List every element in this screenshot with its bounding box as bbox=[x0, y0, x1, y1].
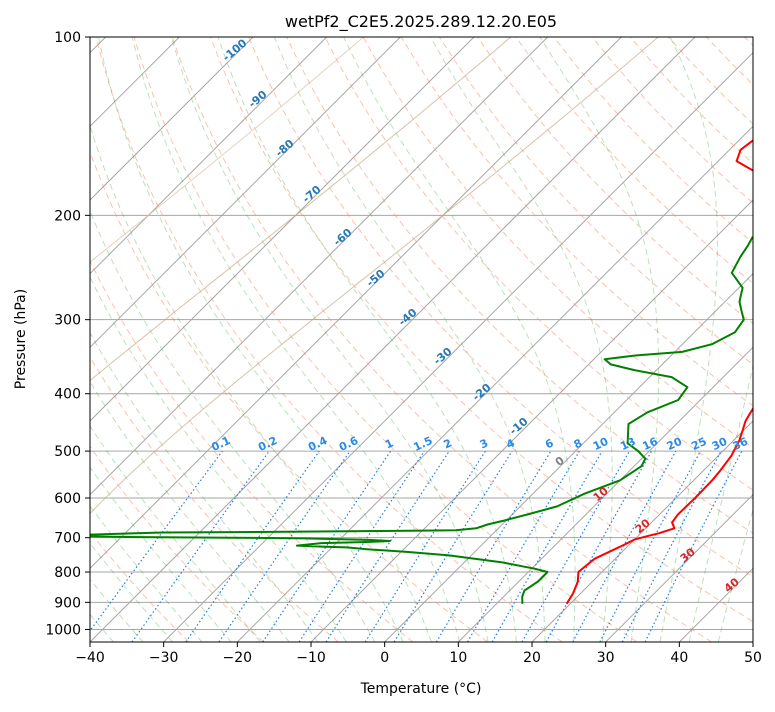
moist-adiabat-line bbox=[171, 37, 488, 642]
x-axis-label: Temperature (°C) bbox=[360, 681, 482, 697]
moist-adiabat-line bbox=[430, 37, 612, 642]
isotherm-line bbox=[458, 37, 775, 642]
y-tick-label: 600 bbox=[54, 491, 81, 507]
mixing-ratio-line bbox=[82, 451, 223, 642]
isotherm-line bbox=[311, 37, 775, 642]
dry-adiabat-label: -90 bbox=[246, 88, 270, 111]
mixing-ratio-label: 25 bbox=[689, 435, 708, 453]
x-tick-label: 10 bbox=[449, 650, 467, 666]
mixing-ratio-label: 16 bbox=[640, 435, 660, 453]
x-tick-label: −40 bbox=[75, 650, 105, 666]
x-tick-label: 40 bbox=[670, 650, 688, 666]
moist-adiabat-line bbox=[43, 37, 375, 642]
x-axis: −40 −30 −20 −10 0 10 20 30 40 50 bbox=[75, 642, 762, 666]
x-tick-label: 50 bbox=[744, 650, 762, 666]
dry-adiabat-label: -80 bbox=[273, 137, 297, 160]
dry-adiabat-label: -40 bbox=[396, 306, 420, 329]
dry-adiabat-label: -70 bbox=[300, 183, 324, 206]
dry-adiabat-label: -20 bbox=[470, 381, 494, 404]
dry-adiabat-label: -100 bbox=[220, 36, 250, 64]
dry-adiabat-line bbox=[745, 37, 775, 642]
isotherm-line bbox=[0, 37, 327, 642]
mixing-ratio-label: 3 bbox=[478, 436, 490, 451]
isotherm-line bbox=[532, 37, 775, 642]
mixing-ratio-label: 4 bbox=[504, 436, 517, 451]
x-tick-label: −10 bbox=[296, 650, 326, 666]
dry-adiabat-label: 40 bbox=[722, 575, 742, 595]
x-tick-label: 30 bbox=[597, 650, 615, 666]
isotherm-line bbox=[237, 37, 775, 642]
x-tick-label: 20 bbox=[523, 650, 541, 666]
dry-adiabat-label: 20 bbox=[633, 516, 653, 536]
y-tick-label: 500 bbox=[54, 444, 81, 460]
moist-adiabat-line bbox=[0, 37, 260, 642]
reference-arc-line bbox=[0, 37, 658, 642]
x-tick-label: −30 bbox=[149, 650, 179, 666]
moist-adiabat-line bbox=[0, 37, 231, 642]
y-tick-label: 800 bbox=[54, 565, 81, 581]
dry-adiabat-line bbox=[20, 37, 413, 642]
mixing-ratio-label: 2 bbox=[442, 436, 454, 451]
dry-adiabat-line bbox=[707, 37, 775, 642]
y-tick-label: 700 bbox=[54, 531, 81, 547]
moist-adiabat-line bbox=[540, 37, 659, 642]
y-tick-label: 400 bbox=[54, 387, 81, 403]
chart-title: wetPf2_C2E5.2025.289.12.20.E05 bbox=[285, 12, 557, 32]
moist-adiabat-line bbox=[0, 37, 318, 642]
isotherm-line bbox=[385, 37, 775, 642]
plot-frame bbox=[90, 37, 753, 642]
y-axis: 100 200 300 400 500 600 700 800 900 1000 bbox=[45, 30, 90, 638]
dry-adiabat-label: 30 bbox=[678, 545, 698, 565]
mixing-ratio-line bbox=[600, 451, 701, 642]
dry-adiabat-label: -30 bbox=[431, 345, 455, 368]
moist-adiabat-line bbox=[718, 37, 775, 642]
y-tick-label: 1000 bbox=[45, 622, 81, 638]
y-axis-label: Pressure (hPa) bbox=[13, 289, 29, 389]
moist-adiabat-line bbox=[218, 37, 517, 642]
moist-adiabat-line bbox=[20, 37, 347, 642]
dry-adiabat-line bbox=[516, 37, 775, 642]
mixing-ratio-line bbox=[468, 451, 580, 642]
y-tick-label: 300 bbox=[54, 313, 81, 329]
mixing-ratio-line bbox=[546, 451, 651, 642]
dry-adiabat-line bbox=[96, 37, 562, 642]
y-tick-label: 200 bbox=[54, 208, 81, 224]
mixing-ratio-label: 30 bbox=[710, 435, 730, 453]
y-tick-label: 900 bbox=[54, 595, 81, 611]
isotherm-line bbox=[0, 37, 253, 642]
isotherm-line bbox=[0, 37, 400, 642]
moist-adiabat-line bbox=[689, 37, 775, 642]
dry-adiabat-label: -60 bbox=[331, 226, 355, 249]
y-tick-label: 100 bbox=[54, 30, 81, 46]
isotherm-line bbox=[16, 37, 621, 642]
dry-adiabat-line bbox=[478, 37, 775, 642]
mixing-ratio-label: 10 bbox=[591, 435, 611, 453]
mixing-ratio-label: 20 bbox=[665, 435, 685, 453]
mixing-ratio-label: 6 bbox=[543, 436, 556, 451]
dry-adiabat-line bbox=[0, 37, 264, 642]
dry-adiabat-label: -50 bbox=[364, 267, 388, 290]
x-tick-label: −20 bbox=[223, 650, 253, 666]
dry-adiabat-line bbox=[58, 37, 488, 642]
isotherm-line bbox=[753, 37, 775, 642]
mixing-ratio-line bbox=[436, 451, 551, 642]
x-tick-label: 0 bbox=[380, 650, 389, 666]
mixing-ratio-label: 13 bbox=[618, 435, 637, 453]
dry-adiabat-label: -10 bbox=[507, 415, 531, 438]
mixing-ratio-line bbox=[573, 451, 676, 642]
